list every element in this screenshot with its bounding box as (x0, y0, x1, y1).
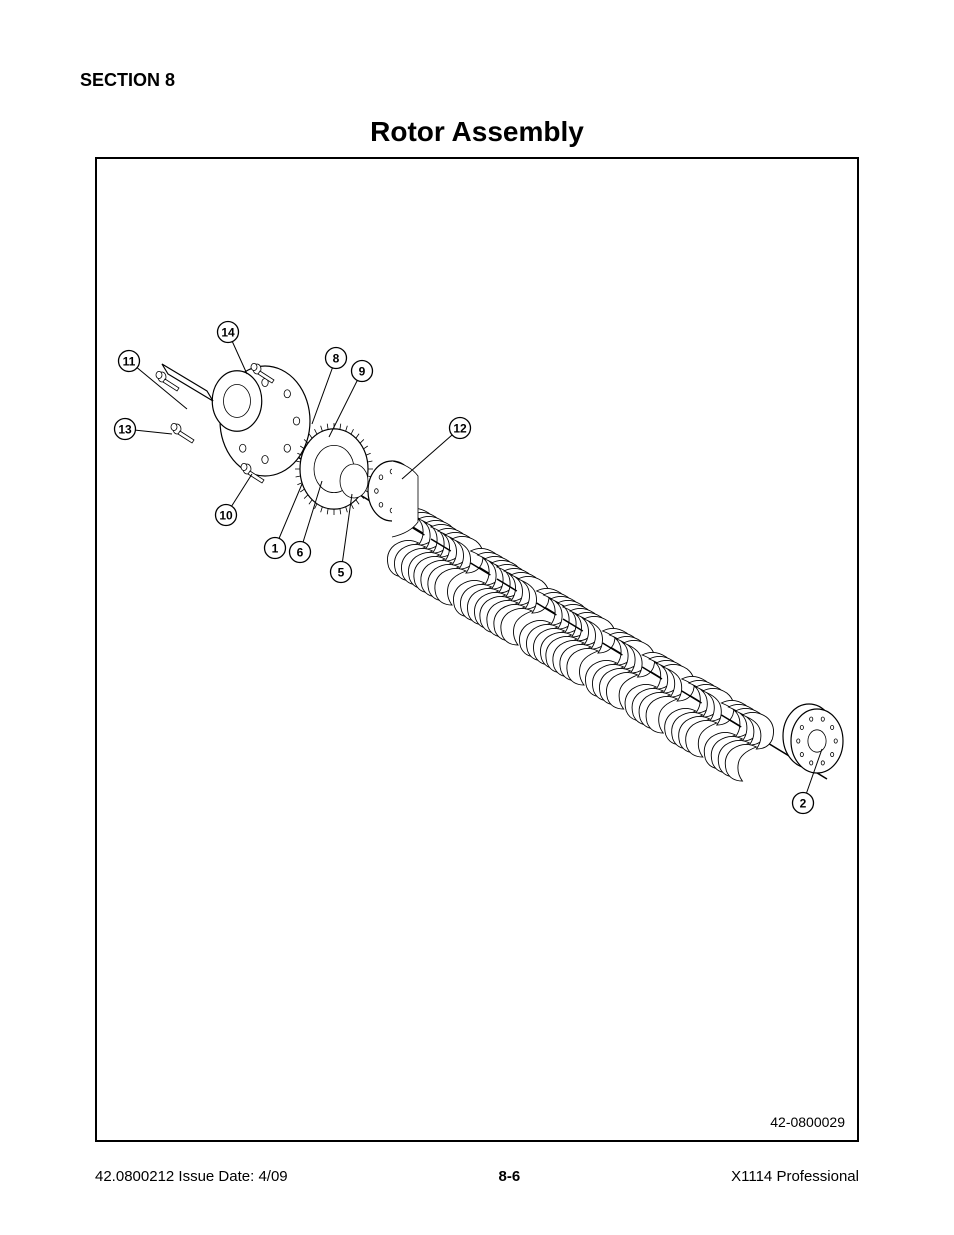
svg-text:6: 6 (297, 546, 304, 560)
diagram-frame: 14 11 8 9 13 12 10 1 6 5 2 42-0800029 (95, 157, 859, 1142)
svg-text:13: 13 (118, 423, 132, 437)
footer-right: X1114 Professional (731, 1168, 859, 1185)
page-title: Rotor Assembly (80, 116, 874, 148)
svg-text:2: 2 (800, 797, 807, 811)
svg-text:12: 12 (453, 422, 467, 436)
exploded-view-diagram: 14 11 8 9 13 12 10 1 6 5 2 (97, 159, 857, 1140)
page-footer: 42.0800212 Issue Date: 4/09 8-6 X1114 Pr… (0, 1168, 954, 1185)
svg-text:10: 10 (219, 509, 233, 523)
svg-text:14: 14 (221, 326, 235, 340)
drawing-number: 42-0800029 (770, 1114, 845, 1130)
svg-text:8: 8 (333, 352, 340, 366)
svg-text:11: 11 (123, 355, 136, 369)
page: SECTION 8 Rotor Assembly 14 11 8 9 13 12 10 1 6 5… (0, 0, 954, 1235)
svg-text:1: 1 (272, 542, 279, 556)
svg-text:5: 5 (338, 566, 345, 580)
footer-left: 42.0800212 Issue Date: 4/09 (95, 1168, 288, 1185)
footer-page-number: 8-6 (499, 1168, 521, 1185)
svg-text:9: 9 (359, 365, 366, 379)
section-label: SECTION 8 (80, 70, 874, 91)
